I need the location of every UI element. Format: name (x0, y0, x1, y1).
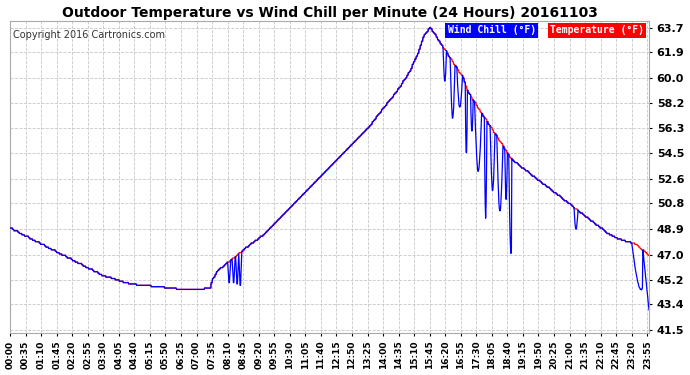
Text: Wind Chill (°F): Wind Chill (°F) (448, 26, 536, 36)
Text: Temperature (°F): Temperature (°F) (550, 26, 644, 35)
Title: Outdoor Temperature vs Wind Chill per Minute (24 Hours) 20161103: Outdoor Temperature vs Wind Chill per Mi… (61, 6, 598, 20)
Text: Copyright 2016 Cartronics.com: Copyright 2016 Cartronics.com (13, 30, 165, 40)
